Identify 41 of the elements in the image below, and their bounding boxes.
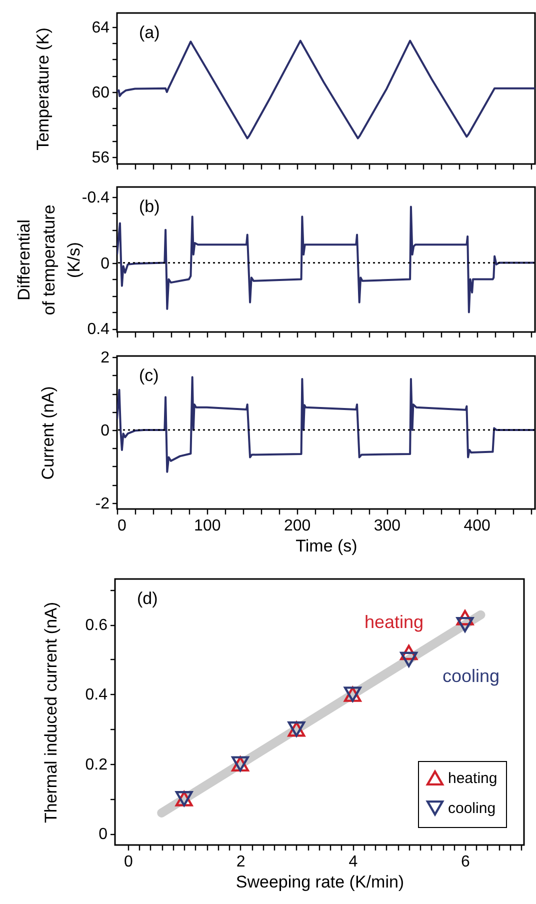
y-tick-label: 0: [100, 255, 110, 272]
point: [400, 644, 418, 660]
y-tick-label: 0: [100, 422, 110, 440]
x-tick-label: 0: [118, 518, 126, 534]
legend-label: heating: [448, 770, 498, 787]
x-tick-label: 400: [464, 518, 491, 534]
point: [456, 616, 474, 632]
point: [456, 610, 474, 626]
y-tick-label: 0.4: [85, 686, 108, 704]
annotation: (c): [139, 366, 159, 385]
annotation: (a): [139, 23, 160, 42]
annotation: cooling: [442, 666, 500, 686]
x-tick-label: 200: [284, 518, 311, 534]
y-axis-title: Thermal induced current (nA): [42, 602, 60, 824]
x-tick-label: 2: [236, 854, 246, 870]
y-axis-title: Current (nA): [38, 386, 58, 480]
y-tick-label: 2: [100, 350, 110, 367]
point: [400, 652, 418, 668]
x-tick-label: 6: [461, 854, 470, 870]
x-tick-label: 0: [124, 854, 133, 870]
annotation: heating: [364, 612, 424, 632]
y-tick-label: 56: [92, 150, 110, 167]
y-tick-label: 0.4: [87, 321, 110, 338]
x-tick-label: 4: [348, 854, 358, 870]
y-axis-title: Differential of temperature (K/s): [14, 204, 84, 316]
x-axis-title: Time (s): [296, 536, 358, 556]
y-tick-label: -2: [95, 495, 110, 512]
legend-label: cooling: [448, 800, 496, 817]
y-tick-label: 60: [92, 84, 110, 102]
x-tick-label: 300: [374, 518, 401, 534]
y-tick-label: 64: [92, 19, 110, 36]
y-tick-label: 0.6: [85, 617, 108, 634]
x-tick-label: 100: [194, 518, 221, 534]
line-series: [117, 40, 535, 140]
y-axis-title: Temperature (K): [34, 28, 52, 150]
annotation: (b): [139, 197, 160, 216]
x-axis-title: Sweeping rate (K/min): [236, 872, 404, 892]
annotation: (d): [137, 589, 158, 608]
y-tick-label: 0: [98, 826, 108, 844]
y-tick-label: -0.4: [82, 189, 110, 206]
y-tick-label: 0.2: [85, 756, 108, 774]
